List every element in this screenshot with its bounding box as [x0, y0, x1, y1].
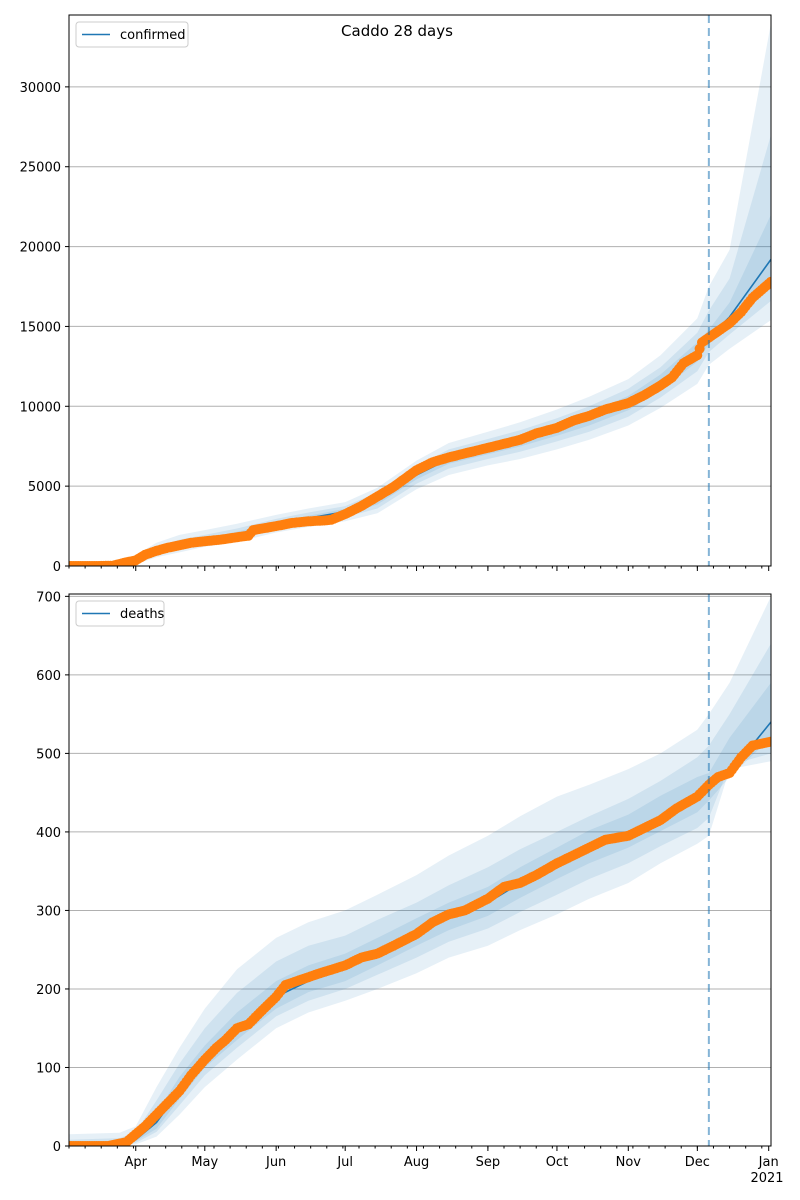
observed-point	[766, 276, 771, 287]
legend-box	[75, 600, 165, 627]
x-tick-label: Jan	[758, 1155, 779, 1170]
confirmed-panel: 0 5000 10000 15000 20000 25000 30000 confirmed	[20, 14, 772, 575]
y-tick-label: 200	[36, 983, 61, 998]
deaths-panel: 0 100 200 300 400 500 600 700 Apr May Jun Jul Aug Sep…	[36, 590, 779, 1170]
observed-point	[766, 736, 771, 747]
y-tick-label: 15000	[20, 320, 61, 335]
y-tick-label: 5000	[28, 480, 61, 495]
chart-title: Caddo 28 days	[341, 22, 453, 40]
y-tick-label: 10000	[20, 400, 61, 415]
y-tick-label: 500	[36, 747, 61, 762]
legend: confirmed	[75, 21, 189, 48]
confidence-band-outer	[69, 596, 771, 1146]
confidence-band-middle	[69, 134, 771, 566]
x-tick-label: Apr	[124, 1155, 147, 1170]
x-tick-label: Dec	[685, 1155, 710, 1170]
y-tick-label: 20000	[20, 241, 61, 256]
legend-box	[75, 21, 189, 48]
y-tick-label: 0	[53, 560, 61, 575]
x-tick-label: Jun	[265, 1155, 286, 1170]
x-tick-label: Nov	[616, 1155, 642, 1170]
x-tick-label: Sep	[476, 1155, 501, 1170]
x-tick-label: May	[191, 1155, 218, 1170]
plot-area	[69, 596, 771, 1146]
y-tick-label: 300	[36, 904, 61, 919]
model-line	[69, 258, 771, 566]
confidence-band-middle	[69, 643, 771, 1146]
axes-frame	[68, 14, 772, 567]
x-tick-label: Oct	[546, 1155, 568, 1170]
y-tick-label: 100	[36, 1061, 61, 1076]
x-tick-label: Aug	[404, 1155, 429, 1170]
y-tick-label: 30000	[20, 81, 61, 96]
y-tick-label: 25000	[20, 161, 61, 176]
legend-label: deaths	[120, 607, 165, 622]
y-tick-label: 600	[36, 669, 61, 684]
y-tick-label: 0	[53, 1140, 61, 1155]
x-tick-label: Jul	[336, 1155, 353, 1170]
plot-area	[69, 23, 771, 566]
legend-label: confirmed	[120, 28, 186, 43]
axes-frame	[68, 593, 772, 1147]
x-year-label: 2021	[750, 1171, 783, 1186]
y-tick-label: 400	[36, 826, 61, 841]
y-tick-label: 700	[36, 590, 61, 605]
legend: deaths	[75, 600, 165, 627]
confidence-band-outer	[69, 23, 771, 566]
